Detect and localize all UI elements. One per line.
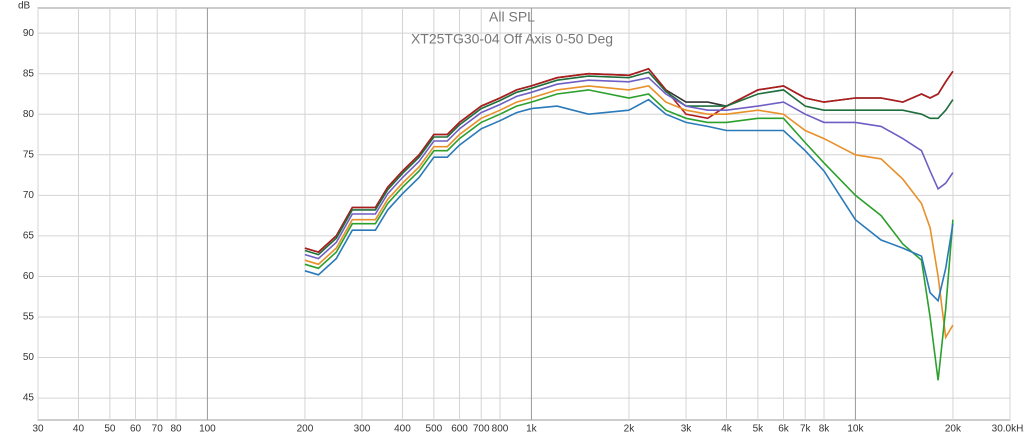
y-tick-label: 85 [23,68,35,79]
y-tick-label: 70 [23,190,35,201]
series-line [304,67,954,253]
plot-area [37,7,1011,421]
x-tick-label: 50 [104,424,116,435]
chart-subtitle: XT25TG30-04 Off Axis 0-50 Deg [411,31,613,47]
series-line [304,71,954,256]
x-tick-label: 7k [800,424,812,435]
x-tick-label: 30 [32,424,44,435]
x-tick-label: 600 [451,424,468,435]
x-tick-label: 400 [394,424,411,435]
x-tick-label: 8k [819,424,831,435]
x-tick-label: 5k [753,424,765,435]
x-tick-label: 70 [152,424,164,435]
series-line [304,89,954,381]
x-tick-label: 1k [526,424,538,435]
x-tick-label: 30.0kHz [992,424,1024,435]
y-tick-label: 75 [23,149,35,160]
x-tick-label: 500 [426,424,443,435]
y-tick-label: 50 [23,352,35,363]
chart-title: All SPL [489,9,535,25]
series-line [304,98,954,303]
x-tick-label: 6k [778,424,790,435]
series-line [304,76,954,260]
x-tick-label: 10k [847,424,864,435]
x-tick-label: 3k [681,424,693,435]
y-axis-label: dB [18,1,31,12]
lines [304,67,954,381]
x-tick-label: 60 [130,424,142,435]
x-tick-label: 4k [721,424,733,435]
series-line [304,85,954,340]
y-tick-label: 55 [23,312,35,323]
x-tick-label: 100 [199,424,216,435]
y-tick-label: 60 [23,271,35,282]
x-tick-label: 800 [492,424,509,435]
x-tick-label: 20k [945,424,962,435]
x-tick-label: 300 [354,424,371,435]
x-tick-label: 2k [624,424,636,435]
x-tick-label: 700 [473,424,490,435]
x-tick-label: 80 [170,424,182,435]
grid [37,8,1011,420]
y-tick-label: 45 [23,393,35,404]
y-tick-label: 90 [23,28,35,39]
y-tick-label: 65 [23,231,35,242]
x-tick-label: 200 [297,424,314,435]
x-tick-label: 40 [73,424,85,435]
y-tick-label: 80 [23,109,35,120]
